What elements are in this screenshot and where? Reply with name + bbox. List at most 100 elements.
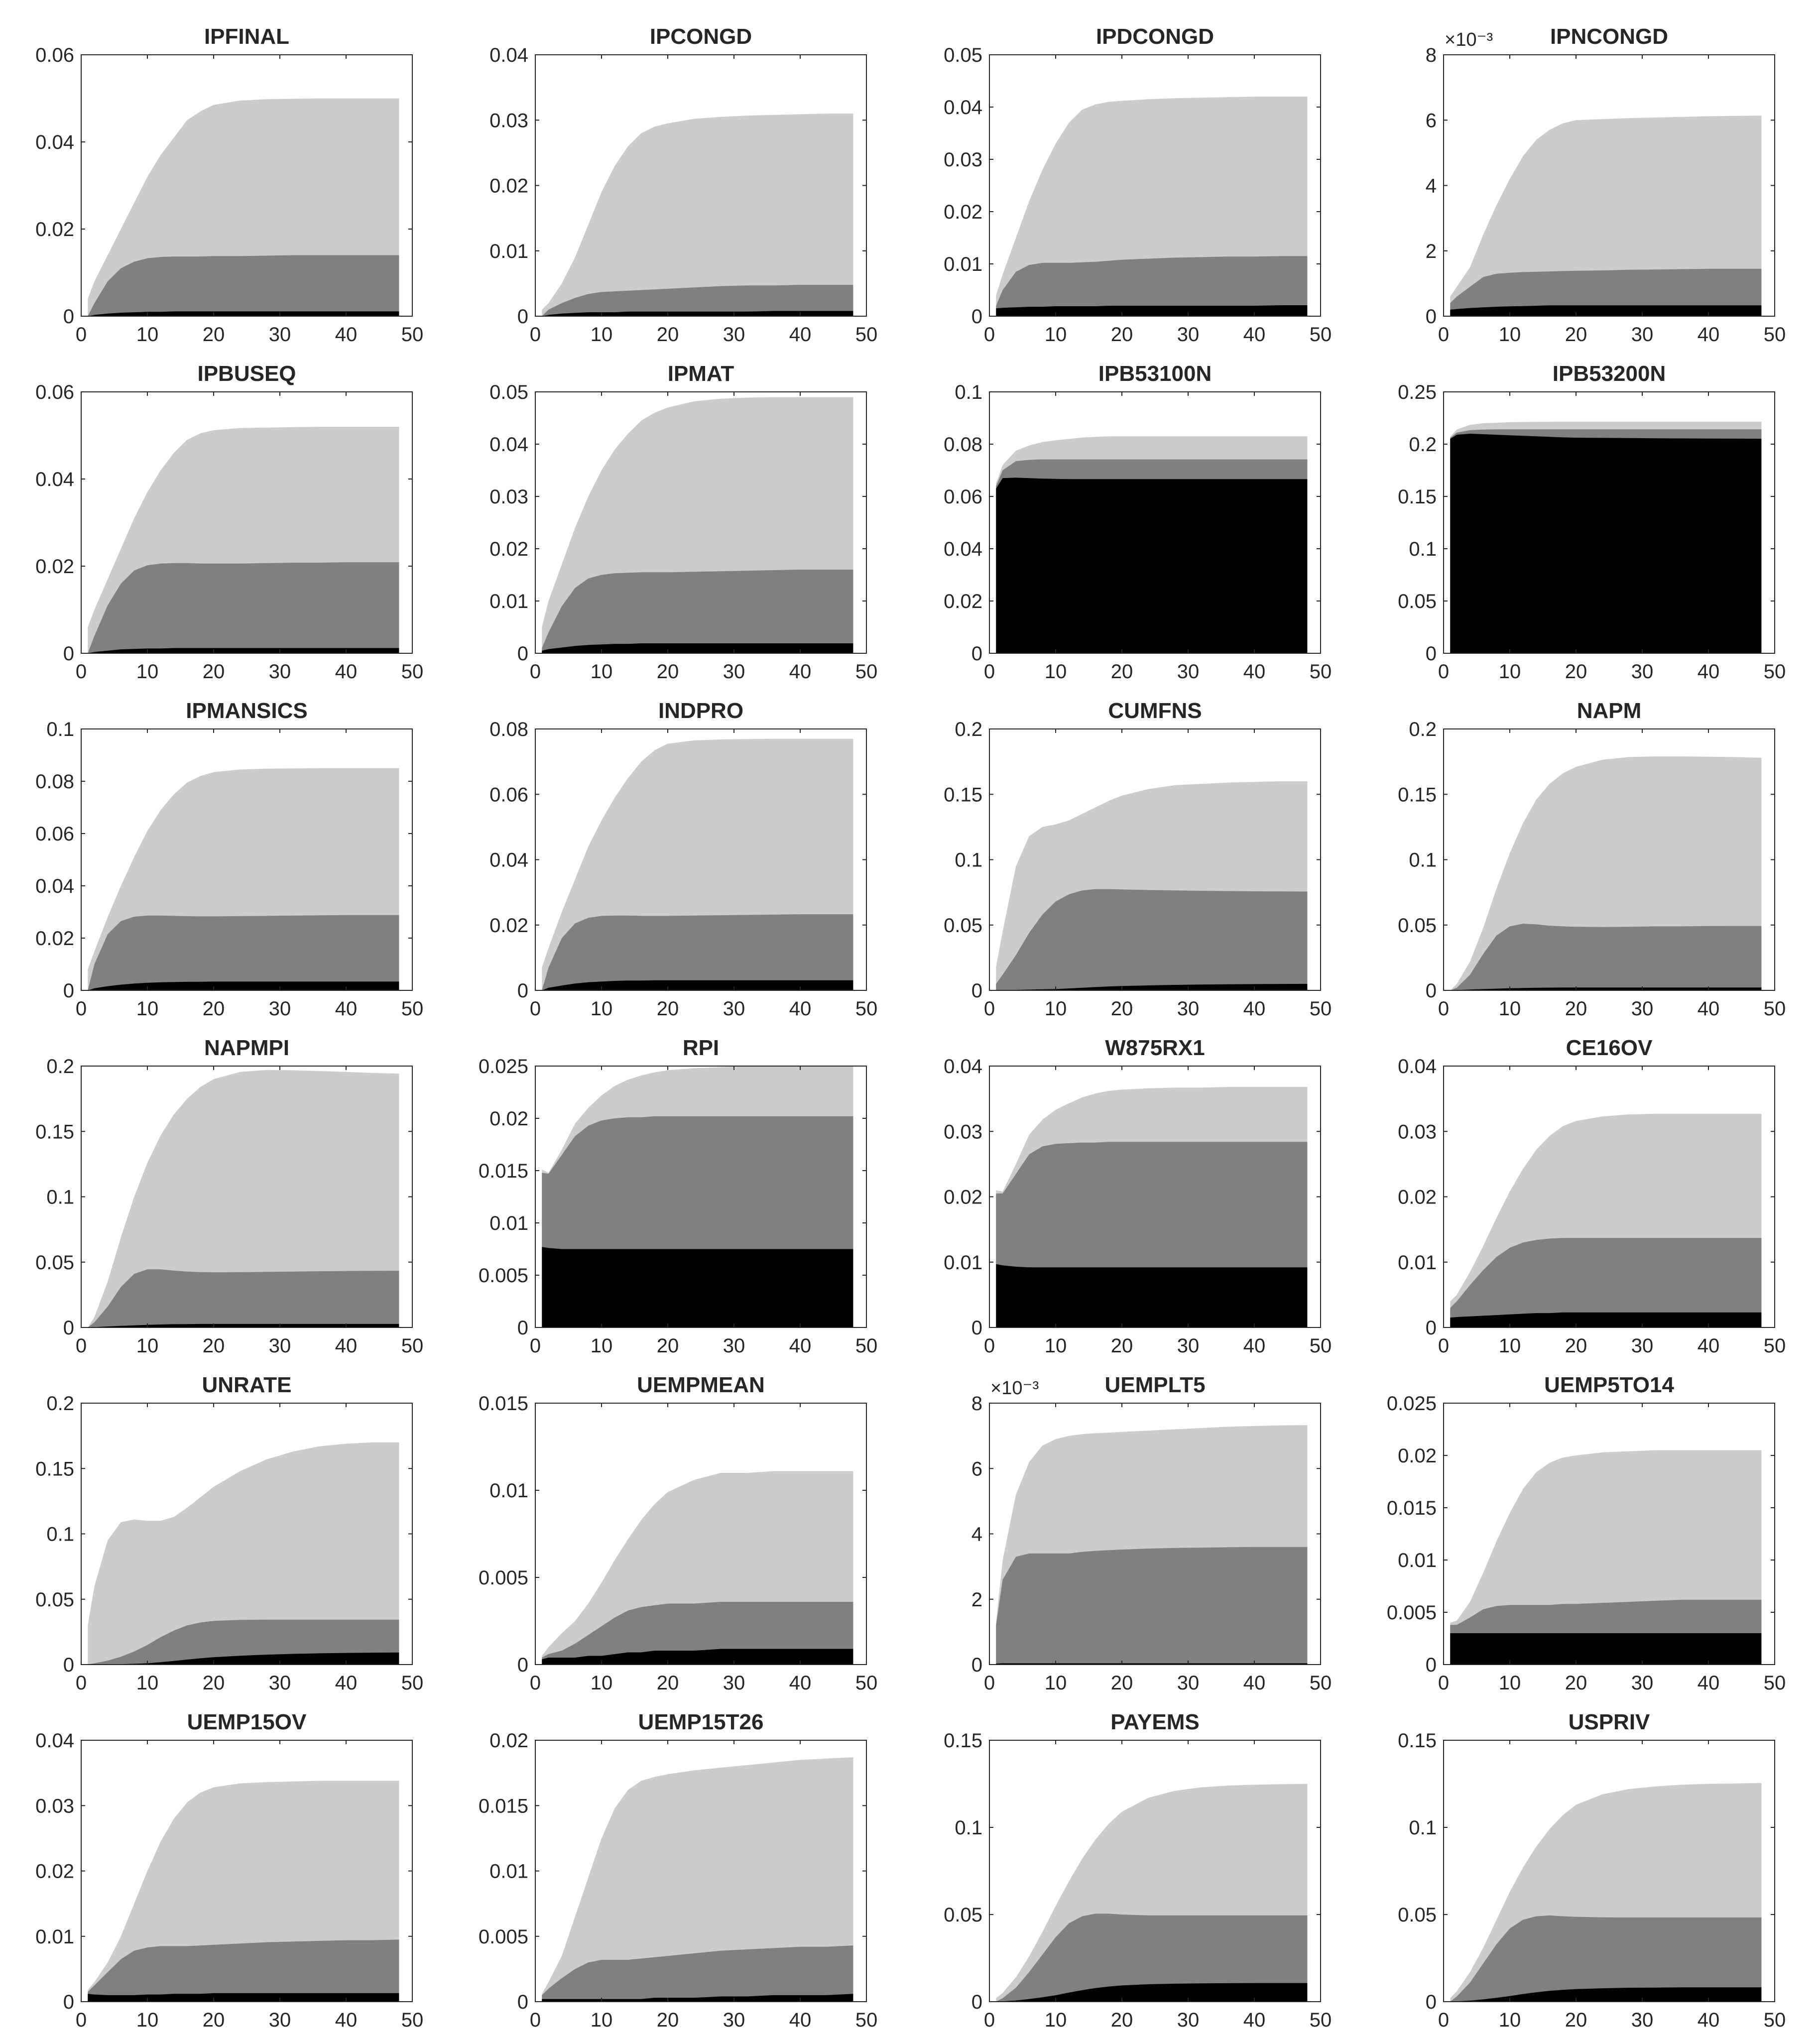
x-tick-label: 40 bbox=[789, 1672, 812, 1694]
x-tick-label: 50 bbox=[855, 2009, 878, 2031]
area-mid bbox=[88, 1269, 399, 1327]
x-tick-label: 20 bbox=[657, 324, 679, 346]
x-tick-label: 40 bbox=[1243, 661, 1266, 683]
y-tick-label: 0 bbox=[63, 1317, 74, 1339]
y-tick-label: 0.015 bbox=[1387, 1497, 1437, 1519]
x-tick-label: 50 bbox=[1764, 2009, 1786, 2031]
panel-ipncongd: 0 10 20 30 40 50 0 2 4 6 8 ×10⁻³ IPNCONGD bbox=[1426, 24, 1786, 346]
x-tick-label: 40 bbox=[789, 324, 812, 346]
x-tick-label: 0 bbox=[984, 661, 995, 683]
x-tick-label: 50 bbox=[1310, 2009, 1332, 2031]
area-dark bbox=[88, 981, 399, 990]
y-tick-label: 0.15 bbox=[35, 1458, 74, 1480]
x-tick-label: 10 bbox=[1045, 998, 1067, 1020]
x-tick-label: 30 bbox=[723, 661, 745, 683]
panel-unrate: 0 10 20 30 40 50 0 0.05 0.1 0.15 0.2 UNRATE bbox=[35, 1373, 423, 1694]
y-tick-label: 0.01 bbox=[35, 1926, 74, 1948]
x-tick-label: 0 bbox=[76, 998, 87, 1020]
panel-title: USPRIV bbox=[1569, 1710, 1650, 1734]
y-tick-label: 0.02 bbox=[489, 538, 528, 560]
y-tick-label: 0.04 bbox=[489, 434, 528, 456]
axes-box bbox=[989, 391, 1321, 654]
y-tick-label: 2 bbox=[971, 1589, 982, 1611]
x-tick-label: 10 bbox=[591, 1672, 613, 1694]
x-tick-label: 20 bbox=[1111, 998, 1133, 1020]
y-tick-label: 0.05 bbox=[1398, 1904, 1437, 1926]
x-tick-label: 10 bbox=[136, 1672, 159, 1694]
x-tick-label: 50 bbox=[1310, 1672, 1332, 1694]
panel-w875rx1: 0 10 20 30 40 50 0 0.01 0.02 0.03 0.04 W875RX1 bbox=[944, 1036, 1332, 1357]
panel-title: IPNCONGD bbox=[1550, 24, 1668, 49]
x-tick-label: 10 bbox=[136, 324, 159, 346]
x-tick-label: 10 bbox=[591, 2009, 613, 2031]
x-tick-label: 50 bbox=[401, 1335, 424, 1357]
y-tick-label: 0 bbox=[517, 1317, 528, 1339]
x-tick-label: 50 bbox=[401, 998, 424, 1020]
y-tick-label: 0.02 bbox=[944, 201, 982, 223]
x-tick-label: 0 bbox=[76, 1672, 87, 1694]
x-tick-label: 50 bbox=[401, 324, 424, 346]
y-tick-label: 0.1 bbox=[46, 719, 74, 740]
area-dark bbox=[996, 305, 1308, 316]
x-tick-label: 10 bbox=[1499, 998, 1521, 1020]
x-tick-label: 50 bbox=[855, 661, 878, 683]
panel-ipfinal: 0 10 20 30 40 50 0 0.02 0.04 0.06 IPFINAL bbox=[35, 24, 423, 346]
y-tick-label: 0.03 bbox=[489, 110, 528, 131]
y-tick-label: 0.15 bbox=[944, 1730, 982, 1752]
x-tick-label: 40 bbox=[789, 661, 812, 683]
area-dark bbox=[542, 1994, 853, 2002]
x-tick-label: 0 bbox=[76, 661, 87, 683]
area-dark bbox=[996, 478, 1308, 653]
y-tick-label: 0.02 bbox=[35, 556, 74, 578]
x-tick-label: 10 bbox=[1045, 324, 1067, 346]
panel-title: RPI bbox=[683, 1036, 719, 1060]
y-tick-label: 0 bbox=[971, 1317, 982, 1339]
area-mid bbox=[996, 1547, 1308, 1665]
x-tick-label: 10 bbox=[1499, 324, 1521, 346]
panel-title: IPCONGD bbox=[650, 24, 752, 49]
area-dark bbox=[1450, 434, 1762, 653]
x-tick-label: 40 bbox=[1698, 1672, 1720, 1694]
y-tick-label: 0.01 bbox=[489, 1212, 528, 1234]
y-tick-label: 0.015 bbox=[479, 1393, 528, 1415]
y-tick-label: 0.005 bbox=[1387, 1602, 1437, 1624]
x-tick-label: 50 bbox=[855, 324, 878, 346]
y-tick-label: 0.02 bbox=[1398, 1187, 1437, 1208]
y-tick-label: 0.05 bbox=[35, 1589, 74, 1611]
area-mid bbox=[88, 255, 399, 316]
x-tick-label: 30 bbox=[269, 1672, 291, 1694]
y-tick-label: 0.25 bbox=[1398, 381, 1437, 403]
x-tick-label: 20 bbox=[1565, 2009, 1587, 2031]
y-tick-label: 0.1 bbox=[1409, 538, 1437, 560]
y-tick-label: 0.02 bbox=[489, 1730, 528, 1752]
x-tick-label: 10 bbox=[1499, 661, 1521, 683]
y-tick-label: 8 bbox=[971, 1393, 982, 1415]
x-tick-label: 30 bbox=[1177, 1672, 1200, 1694]
panel-uspriv: 0 10 20 30 40 50 0 0.05 0.1 0.15 USPRIV bbox=[1398, 1710, 1786, 2031]
panel-title: IPMAT bbox=[668, 361, 734, 386]
area-dark bbox=[996, 1264, 1308, 1327]
panel-ipcongd: 0 10 20 30 40 50 0 0.01 0.02 0.03 0.04 IPCONGD bbox=[489, 24, 877, 346]
x-tick-label: 40 bbox=[1698, 661, 1720, 683]
x-tick-label: 0 bbox=[1438, 998, 1449, 1020]
x-tick-label: 40 bbox=[335, 324, 358, 346]
x-tick-label: 20 bbox=[203, 2009, 225, 2031]
axes-box bbox=[989, 1740, 1321, 2002]
y-tick-label: 0.15 bbox=[1398, 486, 1437, 508]
x-tick-label: 20 bbox=[1565, 998, 1587, 1020]
y-tick-label: 0 bbox=[63, 980, 74, 1002]
y-tick-label: 0.05 bbox=[944, 915, 982, 937]
area-dark bbox=[542, 1649, 853, 1665]
x-tick-label: 40 bbox=[789, 2009, 812, 2031]
x-tick-label: 0 bbox=[984, 2009, 995, 2031]
y-tick-label: 0.03 bbox=[944, 149, 982, 171]
x-tick-label: 40 bbox=[335, 1335, 358, 1357]
x-tick-label: 10 bbox=[1499, 1672, 1521, 1694]
x-tick-label: 30 bbox=[1177, 2009, 1200, 2031]
y-tick-label: 0.1 bbox=[955, 381, 982, 403]
axes-box bbox=[535, 1403, 867, 1665]
x-tick-label: 10 bbox=[136, 2009, 159, 2031]
y-tick-label: 0.01 bbox=[944, 1252, 982, 1274]
panel-title: NAPM bbox=[1577, 699, 1642, 723]
x-tick-label: 10 bbox=[136, 661, 159, 683]
